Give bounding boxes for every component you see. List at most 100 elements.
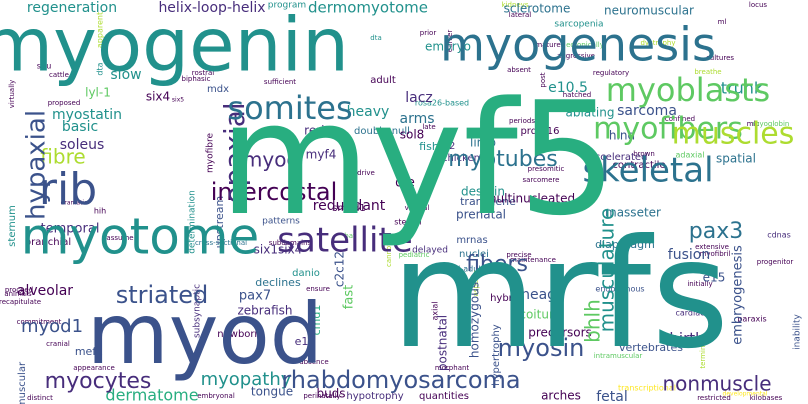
word-ablating: ablating	[566, 106, 615, 120]
word-tongue: tongue	[251, 385, 293, 399]
word-myod: myod	[87, 285, 323, 383]
word-precise: precise	[506, 251, 531, 259]
word-lineage: lineage	[513, 287, 564, 303]
word-epaxial: epaxial	[218, 102, 251, 203]
word-myofibers: myofibers	[593, 112, 743, 147]
word-declines: declines	[255, 276, 301, 289]
word-embryo: embryo	[425, 40, 471, 54]
word-e10-5: e10.5	[548, 80, 588, 96]
word-myosin: myosin	[498, 334, 585, 362]
word-hypotrophy: hypotrophy	[346, 391, 403, 402]
word-striated: striated	[116, 281, 209, 309]
word-appearance: appearance	[73, 364, 115, 372]
word-aspects: aspects	[472, 269, 480, 296]
word-commitment: commitment	[17, 318, 62, 326]
word-pax3: pax3	[689, 219, 743, 244]
word-sarcomere: sarcomere	[523, 176, 560, 184]
word-ensure: ensure	[306, 285, 330, 293]
word-dramatic: dramatic	[61, 200, 88, 207]
word-slow: slow	[110, 67, 141, 83]
word-fish: fish	[419, 140, 439, 153]
word-cannot: cannot	[385, 243, 393, 267]
word-multinucleated: multinucleated	[485, 192, 575, 206]
word-embryogenesis: embryogenesis	[731, 245, 746, 345]
word-apparent: apparent	[96, 12, 105, 48]
word-bhlh: bhlh	[581, 299, 605, 343]
word-hatched: hatched	[563, 91, 592, 99]
word-birth: birth	[669, 330, 704, 348]
word-ventral: ventral	[405, 204, 430, 212]
word-coitum: coitum	[519, 308, 560, 322]
word-heavy: heavy	[347, 104, 390, 120]
word-hypaxial: hypaxial	[22, 110, 52, 220]
word-myofibre: myofibre	[206, 133, 216, 173]
word-adaxial: adaxial	[676, 151, 705, 160]
word-rosa26-based: rosa26-based	[415, 99, 469, 108]
word-kilobases: kilobases	[750, 394, 783, 402]
word-sufficient: sufficient	[264, 78, 296, 86]
word-recapitulate: recapitulate	[0, 298, 41, 306]
word-diaphragm: diaphragm	[595, 238, 655, 251]
word-quantities: quantities	[419, 391, 469, 402]
word-transgene: transgene	[460, 195, 516, 208]
word-mrnas: mrnas	[456, 235, 487, 246]
word-lacz: lacz	[405, 90, 433, 106]
word-sarcopenia: sarcopenia	[554, 20, 603, 30]
word-confined: confined	[665, 115, 695, 123]
word-c2c12: c2c12	[333, 251, 347, 287]
word-dta: dta	[370, 34, 381, 42]
word-absent: absent	[507, 66, 531, 74]
word-rostral: rostral	[192, 69, 215, 77]
word-danio: danio	[292, 268, 320, 279]
word-rhabdomyosarcoma: rhabdomyosarcoma	[281, 366, 520, 394]
word-cranial: cranial	[46, 340, 70, 348]
word-basic: basic	[62, 119, 98, 135]
word-cross-sectional: cross-sectional	[195, 239, 247, 247]
word-nuclei: nuclei	[459, 249, 489, 260]
word-vertebrates: vertebrates	[619, 341, 683, 354]
word-cdnas: cdnas	[767, 231, 791, 240]
word-branchial: branchial	[25, 237, 71, 248]
word-animals: animals	[4, 290, 32, 298]
word-intercostal: intercostal	[211, 178, 338, 206]
word-six1six4: six1six4	[254, 243, 303, 257]
word-muscular: muscular	[17, 361, 28, 404]
word-sarcoma: sarcoma	[617, 103, 677, 119]
word-developmental: developmental	[723, 391, 768, 398]
word-arches: arches	[541, 389, 581, 403]
word-alveolar: alveolar	[17, 283, 73, 299]
word-paraxis: paraxis	[737, 315, 766, 324]
word-dermomyotome: dermomyotome	[308, 0, 428, 17]
word-pax7: pax7	[239, 289, 271, 304]
word-chicken: chicken	[442, 153, 480, 164]
word-subdomains: subdomains	[269, 239, 312, 247]
word-regulatory: regulatory	[593, 69, 629, 77]
word-cattle: cattle	[49, 71, 69, 79]
word-inability: inability	[793, 313, 803, 349]
word-myoblasts: myoblasts	[606, 71, 770, 109]
word-maintenance: maintenance	[510, 256, 556, 264]
word-myog: myog	[243, 148, 299, 172]
word-periods: periods	[509, 117, 535, 125]
word-cardiac: cardiac	[675, 309, 704, 318]
word-helix-loop-helix: helix-loop-helix	[158, 0, 265, 16]
word-ml: ml	[718, 18, 727, 26]
word-kb: kb	[537, 108, 546, 116]
word-six4: six4	[146, 90, 170, 104]
word-axial: axial	[431, 302, 440, 321]
word-kidneys: kidneys	[502, 1, 529, 9]
word-restricted: restricted	[697, 394, 731, 402]
word-myostatin: myostatin	[52, 107, 122, 123]
word-sternal: sternal	[394, 218, 422, 227]
word-upstream: upstream	[213, 196, 226, 249]
word-satellite: satellite	[277, 221, 412, 261]
word-situ: situ	[37, 62, 52, 71]
word-six5: six5	[172, 97, 184, 104]
word-transcriptional: transcriptional	[618, 384, 676, 393]
word-rib: rib	[39, 164, 97, 215]
word-determination: determination	[188, 190, 198, 254]
word-regeneration: regeneration	[27, 0, 117, 16]
word-myofibril: myofibril	[700, 250, 731, 258]
word-mef2: mef2	[75, 345, 103, 358]
